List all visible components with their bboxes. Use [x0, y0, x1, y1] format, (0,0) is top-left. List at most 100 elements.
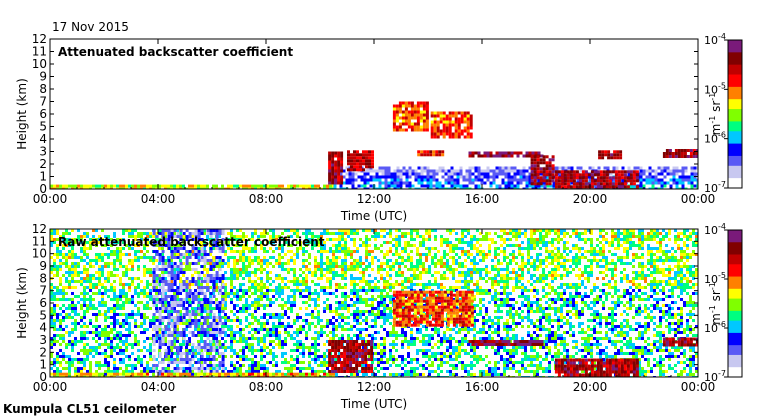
colorbar-segment — [728, 337, 742, 341]
feature-surface_layer — [50, 372, 335, 377]
feature-boundary_layer — [333, 166, 698, 189]
feature-cloud — [598, 150, 623, 160]
colorbar-segment — [728, 116, 742, 120]
y-tick-label: 0 — [39, 370, 47, 384]
y-tick-label: 10 — [32, 247, 47, 261]
colorbar-segment — [728, 315, 742, 319]
y-tick-label: 0 — [39, 182, 47, 196]
y-tick-label: 9 — [39, 70, 47, 84]
colorbar-segment — [728, 168, 742, 172]
x-tick-label: 04:00 — [141, 380, 176, 394]
x-tick-label: 08:00 — [249, 380, 284, 394]
colorbar-tick-label: 10-4 — [704, 32, 726, 47]
colorbar-segment — [728, 69, 742, 73]
x-tick-label: 12:00 — [357, 192, 392, 206]
colorbar-segment — [728, 345, 742, 349]
colorbar-segment — [728, 67, 742, 71]
colorbar-segment — [728, 234, 742, 238]
colorbar-segment — [728, 185, 742, 189]
unit-sr-exponent: -1 — [708, 93, 717, 101]
unit-sr-exponent: -1 — [708, 282, 717, 290]
colorbar-segment — [728, 328, 742, 331]
colorbar-segment — [728, 170, 742, 174]
colorbar-segment — [728, 261, 742, 265]
colorbar-segment — [728, 136, 742, 140]
y-tick-label: 6 — [39, 296, 47, 310]
unit-base: m — [709, 124, 723, 136]
colorbar-segment — [728, 52, 742, 56]
x-tick-label: 16:00 — [465, 380, 500, 394]
colorbar-frame — [727, 39, 743, 189]
colorbar-segment — [728, 323, 742, 327]
colorbar-segment — [728, 128, 742, 132]
unit-sr: sr — [709, 101, 723, 116]
feature-cloud — [392, 290, 474, 327]
y-tick-label: 3 — [39, 145, 47, 159]
y-tick-label: 7 — [39, 284, 47, 298]
y-tick-label: 8 — [39, 271, 47, 285]
colorbar-tick-exponent: -5 — [718, 81, 726, 90]
y-tick-label: 1 — [39, 358, 47, 372]
date-label: 17 Nov 2015 — [52, 20, 129, 34]
colorbar-segment — [728, 96, 742, 100]
colorbar-segment — [728, 173, 742, 177]
unit-base: m — [709, 313, 723, 325]
colorbar-segment — [728, 264, 742, 268]
x-tick-label: 20:00 — [573, 380, 608, 394]
colorbar: 10-410-510-610-7m-1 sr-1 — [704, 32, 743, 195]
feature-cloud — [347, 150, 374, 172]
colorbar-segment — [728, 249, 742, 253]
feature-cloud — [554, 358, 639, 377]
unit-base-exponent: -1 — [708, 305, 717, 313]
x-tick-label: 00:00 — [681, 380, 716, 394]
colorbar-unit-label: m-1 sr-1 — [708, 282, 723, 325]
feature-cloud — [554, 170, 639, 189]
colorbar-tick-exponent: -4 — [718, 222, 726, 231]
x-tick-label: 00:00 — [33, 192, 68, 206]
x-tick-label: 08:00 — [249, 192, 284, 206]
feature-cloud — [662, 337, 698, 347]
colorbar-segment — [728, 165, 742, 169]
colorbar-frame — [727, 229, 743, 378]
colorbar-segment — [728, 332, 742, 336]
feature-cloud — [662, 149, 698, 158]
colorbar-segment — [728, 175, 742, 179]
colorbar-segment — [728, 44, 742, 48]
colorbar-segment — [728, 359, 742, 363]
colorbar-segment — [728, 276, 742, 280]
feature-cloud — [392, 101, 429, 132]
colorbar-tick-label: 10-7 — [704, 369, 726, 384]
colorbar-segment — [728, 74, 742, 78]
colorbar-segment — [728, 325, 742, 329]
colorbar-segment — [728, 155, 742, 159]
colorbar-segment — [728, 151, 742, 154]
colorbar-segment — [728, 40, 742, 43]
y-tick-label: 9 — [39, 259, 47, 273]
y-tick-label: 7 — [39, 95, 47, 109]
colorbar-segment — [728, 106, 742, 110]
colorbar-segment — [728, 91, 742, 95]
y-tick-label: 8 — [39, 82, 47, 96]
colorbar-tick-exponent: -7 — [718, 369, 726, 378]
colorbar-segment — [728, 141, 742, 145]
colorbar-segment — [728, 254, 742, 258]
unit-sr: sr — [709, 290, 723, 305]
colorbar-segment — [728, 352, 742, 356]
colorbar-segment — [728, 296, 742, 300]
colorbar-tick-exponent: -7 — [718, 180, 726, 189]
colorbar-segment — [728, 72, 742, 76]
colorbar-segment — [728, 244, 742, 248]
colorbar-segment — [728, 283, 742, 287]
colorbar-unit-label: m-1 sr-1 — [708, 93, 723, 136]
colorbar-segment — [728, 308, 742, 312]
y-tick-label: 12 — [32, 222, 47, 236]
colorbar-segment — [728, 101, 742, 105]
y-tick-label: 11 — [32, 45, 47, 59]
colorbar-segment — [728, 114, 742, 117]
colorbar-segment — [728, 94, 742, 98]
colorbar-tick-exponent: -6 — [718, 131, 726, 140]
colorbar-segment — [728, 62, 742, 66]
